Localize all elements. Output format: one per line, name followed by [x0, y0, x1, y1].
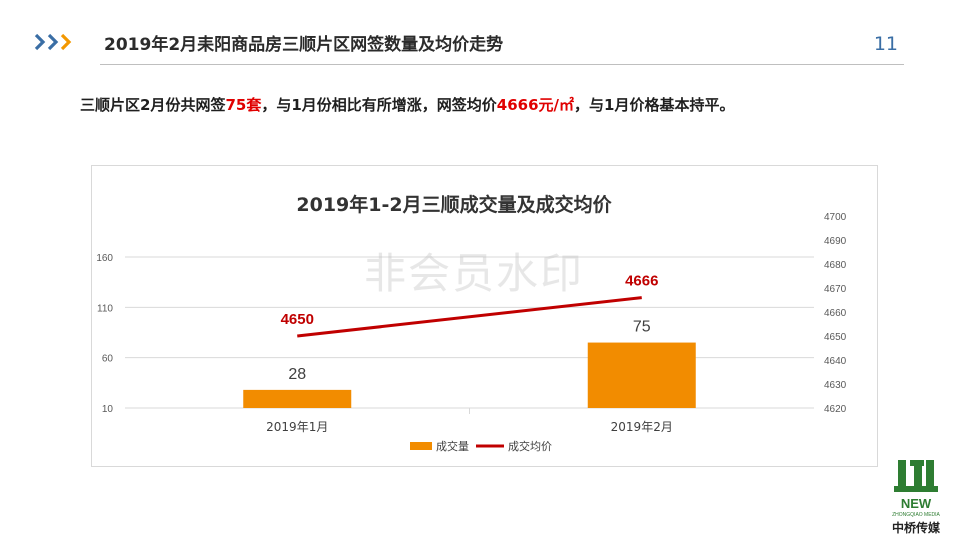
- header-divider: [100, 64, 904, 65]
- chevron-arrows-icon: [34, 33, 72, 51]
- y-right-tick-label: 4670: [824, 284, 847, 295]
- legend-label: 成交均价: [508, 439, 552, 453]
- page-title: 2019年2月耒阳商品房三顺片区网签数量及均价走势: [104, 35, 504, 55]
- summary-part-1: 三顺片区2月份共网签: [80, 96, 226, 114]
- zhongqiao-media-logo: NEW ZHONGQIAO MEDIA 中桥传媒: [892, 460, 941, 535]
- page-number: 11: [873, 33, 898, 55]
- y-right-tick-label: 4620: [824, 404, 847, 415]
- x-category-label: 2019年1月: [266, 420, 328, 434]
- y-right-tick-label: 4640: [824, 356, 847, 367]
- combo-chart: 2019年1-2月三顺成交量及成交均价 10 60 110 160 4620 4630 464…: [96, 193, 847, 453]
- bar-1: [243, 389, 352, 408]
- bar-2: [587, 342, 696, 408]
- y-right-tick-label: 4700: [824, 212, 847, 223]
- summary-text: 三顺片区2月份共网签75套，与1月份相比有所增涨，网签均价4666元/㎡，与1月…: [80, 94, 734, 115]
- y-right-tick-label: 4650: [824, 332, 847, 343]
- y-left-tick-label: 110: [97, 303, 113, 314]
- y-left-tick-label: 60: [102, 354, 114, 365]
- svg-text:NEW: NEW: [901, 496, 932, 511]
- x-category-label: 2019年2月: [611, 420, 673, 434]
- line-data-label: 4650: [281, 311, 314, 328]
- y-right-tick-label: 4680: [824, 260, 847, 271]
- summary-highlight-units: 75套: [225, 96, 262, 114]
- y-left-tick-label: 160: [96, 253, 113, 264]
- chart-title: 2019年1-2月三顺成交量及成交均价: [296, 193, 612, 216]
- summary-highlight-price: 4666元/㎡: [496, 96, 575, 114]
- legend-swatch-bar: [410, 442, 432, 450]
- bar-data-label: 75: [633, 319, 651, 336]
- summary-part-3: ，与1月价格基本持平。: [574, 96, 735, 114]
- watermark-text: 非会员水印: [364, 249, 585, 298]
- svg-text:ZHONGQIAO MEDIA: ZHONGQIAO MEDIA: [892, 512, 940, 518]
- y-left-tick-label: 10: [102, 404, 114, 415]
- legend-label: 成交量: [436, 439, 469, 453]
- y-right-tick-label: 4630: [824, 380, 847, 391]
- bar-data-label: 28: [288, 366, 306, 383]
- summary-part-2: ，与1月份相比有所增涨，网签均价: [261, 96, 497, 114]
- y-right-tick-label: 4690: [824, 236, 847, 247]
- y-right-tick-label: 4660: [824, 308, 847, 319]
- chart-frame: 2019年1-2月三顺成交量及成交均价 10 60 110 160 4620 4630 464…: [91, 165, 878, 467]
- avg-price-line: [297, 296, 642, 338]
- svg-text:中桥传媒: 中桥传媒: [892, 520, 941, 535]
- line-data-label: 4666: [625, 273, 658, 290]
